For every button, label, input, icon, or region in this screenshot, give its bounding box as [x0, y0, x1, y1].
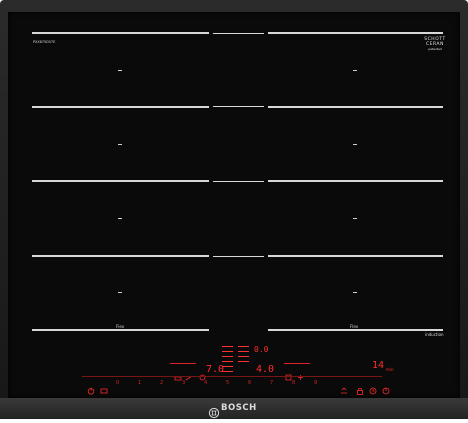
induction-label: induction: [425, 332, 444, 337]
flex-label-left: Flex: [116, 324, 125, 329]
zone-line: [213, 106, 264, 107]
flex-icon[interactable]: [297, 366, 304, 380]
badge-top: SCHOTT: [424, 37, 446, 42]
level-2[interactable]: 2: [160, 380, 164, 386]
level-scale[interactable]: 0 1 2 3 4 5 6 7 8 9: [108, 380, 338, 388]
level-3[interactable]: 3: [182, 380, 186, 386]
pan-icon[interactable]: [174, 366, 182, 381]
level-8[interactable]: 8: [292, 380, 296, 386]
level-bar: [222, 356, 233, 358]
zone-line: [213, 181, 264, 182]
zone-line: [32, 329, 209, 331]
timer-icon[interactable]: [382, 380, 390, 395]
level-bar: [222, 346, 233, 348]
level-5[interactable]: 5: [226, 380, 230, 386]
zone-line: [268, 329, 443, 331]
zone-line: [268, 255, 443, 257]
level-1[interactable]: 1: [138, 380, 142, 386]
schott-ceran-badge: SCHOTT CERAN patented: [420, 37, 450, 52]
flex-label-right: Flex: [350, 324, 359, 329]
move-icon[interactable]: [340, 380, 348, 394]
center-zone-display: 4.0: [256, 364, 275, 375]
timer-unit: min: [386, 367, 394, 372]
zone-center-mark: [118, 144, 122, 145]
zone-line: [32, 255, 209, 257]
zone-center-mark: [353, 70, 357, 71]
zone-line: [213, 33, 264, 34]
level-7[interactable]: 7: [270, 380, 274, 386]
move-icon[interactable]: [185, 366, 193, 381]
zone-line: [268, 106, 443, 108]
control-strip-line: [82, 376, 382, 377]
zone-line: [268, 180, 443, 182]
bosch-logo-icon: [208, 404, 220, 419]
zone-line: [268, 32, 443, 34]
level-bar: [238, 356, 249, 358]
level-bar: [238, 351, 249, 353]
level-9[interactable]: 9: [314, 380, 318, 386]
brand-name: BOSCH: [221, 403, 257, 413]
zone-line: [213, 256, 264, 257]
zone-center-mark: [353, 218, 357, 219]
left-zone-display: 7.0: [206, 364, 225, 375]
timer-icon[interactable]: [199, 366, 206, 381]
level-bar: [222, 371, 233, 373]
zone-center-mark: [118, 292, 122, 293]
zone-center-mark: [118, 70, 122, 71]
zone-center-mark: [353, 144, 357, 145]
zone-line: [32, 32, 209, 34]
level-bar: [222, 366, 233, 368]
level-bar: [238, 346, 249, 348]
zone-indicator-line: [170, 363, 196, 364]
timer-icon[interactable]: [369, 380, 377, 395]
zone-center-mark: [118, 218, 122, 219]
zone-indicator-line: [284, 363, 310, 364]
fry-sensor-icon[interactable]: [285, 366, 292, 381]
zone-line: [32, 180, 209, 182]
pan-icon[interactable]: [100, 380, 108, 394]
model-label: PXX875D57E: [33, 40, 56, 44]
glass-surface: [8, 12, 460, 398]
badge-sub: patented: [428, 47, 442, 51]
bottom-frame: [0, 398, 468, 419]
lock-icon[interactable]: [356, 380, 364, 395]
level-bar: [222, 351, 233, 353]
stack-display: 0.0: [254, 345, 269, 354]
badge-bottom: CERAN: [425, 42, 444, 47]
zone-line: [32, 106, 209, 108]
level-4[interactable]: 4: [204, 380, 208, 386]
level-6[interactable]: 6: [248, 380, 252, 386]
zone-center-mark: [353, 292, 357, 293]
timer-display: 14: [372, 360, 385, 371]
level-0[interactable]: 0: [116, 380, 120, 386]
level-bar: [238, 361, 249, 363]
power-icon[interactable]: [87, 380, 95, 395]
level-bar: [222, 361, 233, 363]
